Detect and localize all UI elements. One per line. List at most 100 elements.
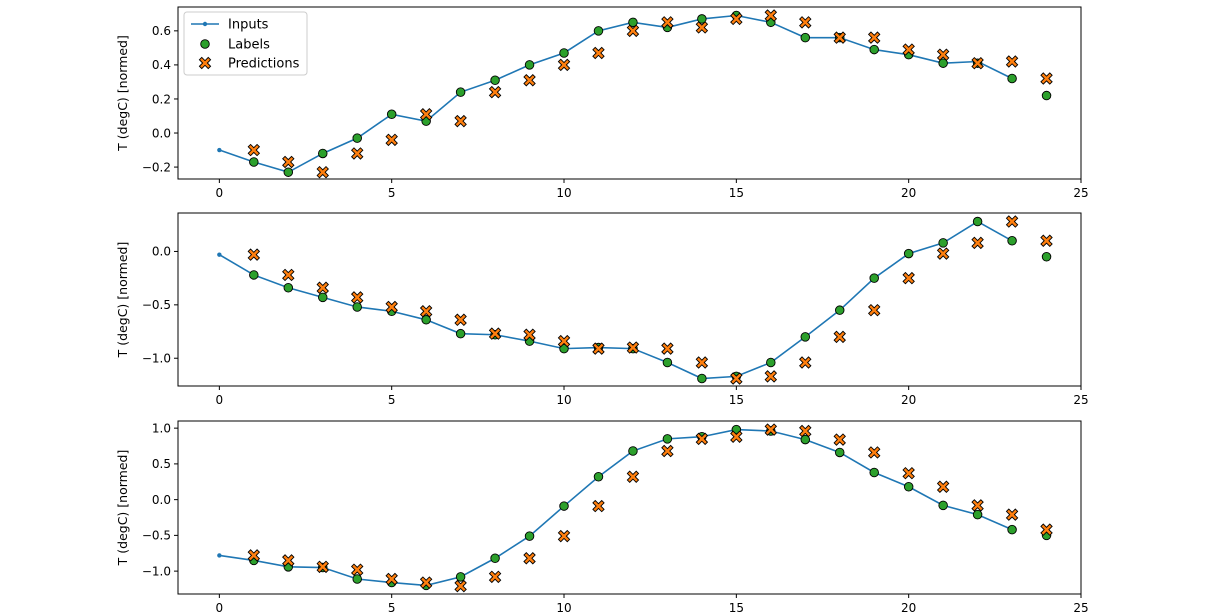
labels-point [869,44,879,55]
predictions-point [695,432,709,446]
x-tick-label: 0 [216,601,224,612]
labels-point [834,305,845,315]
labels-point [869,273,879,283]
predictions-point [971,236,984,250]
predictions-point [799,16,812,29]
predictions-point [316,560,329,574]
predictions-point [764,423,778,436]
x-tick-label: 20 [901,601,916,612]
chart-panel-1: T (degC) [normed] 0 5 10 15 20 25 −0.2 0.0 0.2 0.4… [115,6,1089,200]
legend-labels-marker [200,39,210,49]
predictions-point [730,372,743,385]
labels-point [697,373,707,384]
predictions-point [454,114,467,128]
predictions-point [419,305,433,318]
labels-point [593,26,604,36]
chart-panel-3: T (degC) [normed] 0 5 10 15 20 25 −1.0 −0.5 0.0 0.… [115,420,1089,612]
inputs-point [217,252,222,257]
x-tick-label: 5 [388,601,396,612]
predictions-point [557,58,571,72]
x-tick-label: 25 [1073,393,1088,407]
y-tick-label: 0.2 [152,92,171,106]
labels-point [1007,524,1017,535]
x-tick-label: 5 [388,186,396,200]
labels-point [697,14,707,24]
predictions-point [488,327,502,340]
labels-point [1041,90,1052,101]
inputs-point [217,147,222,153]
x-tick-label: 20 [901,186,916,200]
legend-label: Labels [228,38,270,53]
labels-point [352,302,362,312]
y-tick-label: 1.0 [152,421,171,435]
y-axis-label: T (degC) [normed] [115,242,130,359]
predictions-point [626,341,640,354]
predictions-point [1005,508,1019,521]
predictions-point [557,334,571,348]
x-tick-label: 15 [729,393,744,407]
labels-point [559,343,569,354]
predictions-point [1005,215,1019,228]
predictions-point [902,43,915,56]
predictions-point [592,342,605,355]
predictions-point [316,165,329,179]
predictions-point [1040,234,1053,248]
labels-point [628,446,638,456]
predictions-point [971,499,984,512]
x-tick-label: 10 [556,186,571,200]
labels-point [903,248,914,259]
predictions-point [316,281,329,294]
predictions-point [971,56,984,70]
y-tick-label: 0.0 [152,245,171,259]
labels-point [972,216,983,227]
x-tick-label: 25 [1073,186,1088,200]
predictions-point [523,552,536,565]
predictions-point [730,430,743,443]
labels-point [524,60,535,70]
predictions-point [385,133,398,147]
predictions-point [902,271,915,285]
x-tick-label: 20 [901,393,916,407]
inputs-series-line [219,14,1013,174]
labels-point [559,501,569,511]
labels-point [938,58,948,68]
predictions-point [695,356,709,369]
y-tick-label: −0.2 [142,160,171,174]
legend: Inputs Labels Predictions [183,11,308,76]
predictions-point [730,12,743,26]
plot-frame [177,420,1082,595]
predictions-point [867,31,881,44]
labels-point [766,357,776,368]
inputs-series-line [219,428,1013,587]
predictions-point [661,342,674,355]
legend-predictions-marker [198,56,212,70]
predictions-point [695,21,709,34]
y-axis-label: T (degC) [normed] [115,450,130,567]
y-tick-label: −1.0 [142,352,171,366]
predictions-point [661,16,674,29]
predictions-point [764,370,778,383]
x-tick-label: 10 [556,601,571,612]
predictions-point [833,31,846,44]
predictions-point [488,85,502,99]
labels-point [1007,73,1017,84]
predictions-point [454,579,467,593]
x-tick-label: 0 [216,393,224,407]
labels-point [318,148,328,159]
x-tick-label: 15 [729,601,744,612]
predictions-point [936,480,950,494]
labels-point [869,467,879,478]
predictions-point [282,268,295,282]
predictions-point [247,248,261,261]
y-tick-label: 0.0 [152,493,171,507]
predictions-point [799,424,812,438]
labels-point [249,270,259,280]
predictions-point [592,46,605,60]
predictions-point [557,529,571,543]
labels-point [662,434,673,444]
inputs-series-line [218,220,1013,380]
legend-label: Inputs [228,18,269,33]
x-tick-label: 5 [388,393,396,407]
predictions-point [1040,72,1053,85]
